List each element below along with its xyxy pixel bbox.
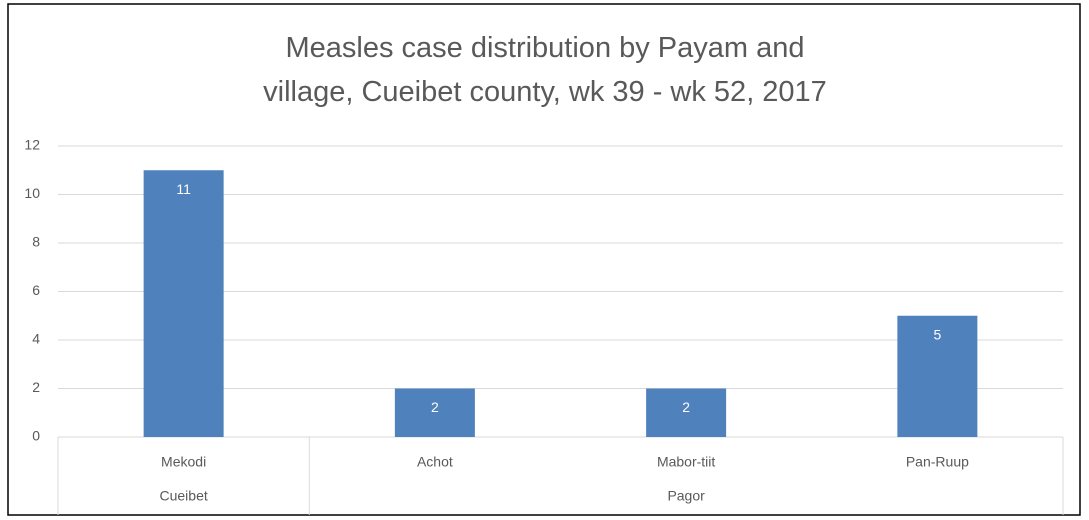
value-label: 11 bbox=[176, 181, 191, 197]
y-tick-label: 0 bbox=[32, 428, 40, 444]
value-label: 2 bbox=[682, 399, 690, 415]
y-tick-label: 2 bbox=[32, 379, 40, 395]
group-label: Pagor bbox=[667, 488, 705, 504]
y-tick-label: 4 bbox=[32, 331, 40, 347]
y-tick-label: 12 bbox=[24, 137, 40, 153]
x-tick-label: Pan-Ruup bbox=[906, 454, 969, 470]
y-tick-label: 6 bbox=[32, 282, 40, 298]
x-tick-label: Achot bbox=[417, 454, 453, 470]
group-label: Cueibet bbox=[159, 488, 207, 504]
bar bbox=[143, 170, 224, 437]
bar bbox=[646, 388, 727, 437]
chart-title: Measles case distribution by Payam and v… bbox=[263, 32, 827, 108]
value-label: 5 bbox=[933, 326, 941, 342]
value-label: 2 bbox=[431, 399, 439, 415]
x-tick-label: Mekodi bbox=[161, 454, 206, 470]
y-tick-label: 10 bbox=[24, 185, 40, 201]
bar bbox=[394, 388, 475, 437]
x-tick-label: Mabor-tiit bbox=[657, 454, 715, 470]
bar bbox=[897, 315, 978, 437]
y-tick-label: 8 bbox=[32, 234, 40, 250]
